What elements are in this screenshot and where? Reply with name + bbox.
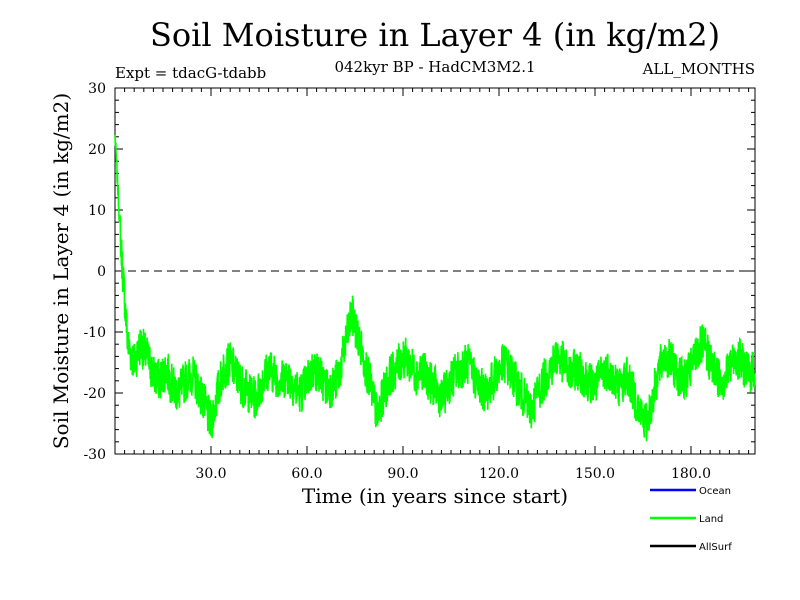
subtitle-experiment: Expt = tdacG-tdabb bbox=[115, 64, 266, 82]
x-tick-label: 180.0 bbox=[671, 466, 711, 482]
y-tick-label: -10 bbox=[83, 325, 106, 341]
subtitle-months: ALL_MONTHS bbox=[642, 60, 755, 78]
chart-title: Soil Moisture in Layer 4 (in kg/m2) bbox=[150, 16, 720, 54]
y-tick-label: -30 bbox=[83, 447, 106, 463]
y-tick-label: -20 bbox=[83, 386, 106, 402]
x-tick-label: 90.0 bbox=[387, 466, 418, 482]
subtitle-period: 042kyr BP - HadCM3M2.1 bbox=[334, 58, 535, 76]
y-tick-label: 30 bbox=[88, 81, 106, 97]
series-line-land bbox=[114, 134, 756, 442]
x-tick-label: 120.0 bbox=[479, 466, 519, 482]
y-tick-label: 20 bbox=[88, 142, 106, 158]
y-tick-label: 0 bbox=[97, 264, 106, 280]
legend-label: AllSurf bbox=[699, 542, 732, 553]
legend: Ocean Land AllSurf bbox=[650, 486, 732, 553]
x-tick-label: 30.0 bbox=[195, 466, 226, 482]
x-tick-label: 60.0 bbox=[291, 466, 322, 482]
x-tick-label: 150.0 bbox=[575, 466, 615, 482]
legend-label: Ocean bbox=[699, 486, 731, 497]
legend-label: Land bbox=[699, 514, 723, 525]
y-tick-label: 10 bbox=[88, 203, 106, 219]
x-axis-label: Time (in years since start) bbox=[302, 484, 568, 508]
axis-tick-labels: -30 -20 -10 0 10 20 30 30.0 60.0 90.0 120.0 150.0 18… bbox=[83, 81, 711, 482]
axis-ticks bbox=[115, 87, 755, 455]
y-axis-label: Soil Moisture in Layer 4 (in kg/m2) bbox=[49, 93, 73, 449]
